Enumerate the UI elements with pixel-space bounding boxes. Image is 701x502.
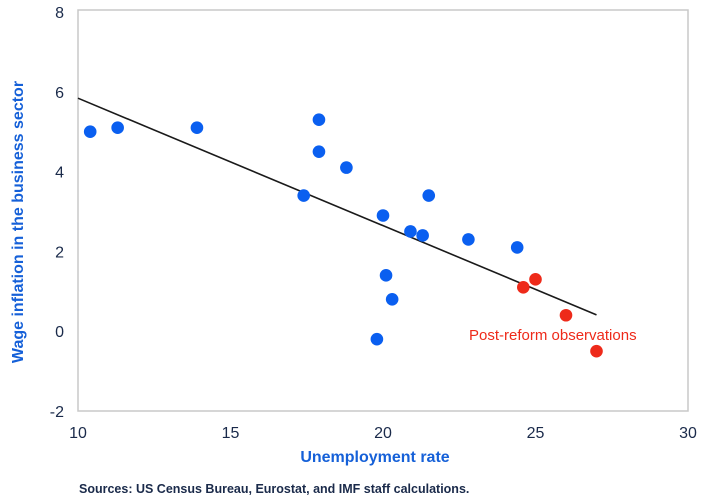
data-point-post-reform: [559, 308, 573, 322]
data-point-pre-reform: [379, 269, 393, 282]
data-point-pre-reform: [370, 332, 384, 346]
x-axis-label: Unemployment rate: [300, 449, 449, 466]
x-tick-label: 15: [222, 425, 240, 442]
x-tick-label: 20: [374, 425, 392, 442]
plot-frame: [77, 9, 689, 412]
source-note: Sources: US Census Bureau, Eurostat, and…: [79, 482, 469, 496]
data-point-pre-reform: [83, 125, 97, 138]
x-tick-label: 30: [679, 425, 697, 442]
data-point-post-reform: [517, 281, 530, 294]
y-tick-label: 8: [55, 5, 64, 22]
data-point-pre-reform: [422, 189, 436, 202]
data-point-pre-reform: [340, 161, 353, 174]
data-point-pre-reform: [297, 189, 311, 202]
data-point-pre-reform: [312, 113, 326, 127]
data-point-post-reform: [590, 344, 603, 358]
data-point-pre-reform: [376, 209, 390, 222]
y-tick-label: -2: [50, 404, 64, 421]
data-point-pre-reform: [312, 145, 326, 158]
x-tick-label: 10: [69, 425, 87, 442]
data-point-pre-reform: [462, 233, 475, 246]
y-axis-label: Wage inflation in the business sector: [10, 81, 27, 363]
x-tick-label: 25: [527, 425, 545, 442]
post-reform-annotation: Post-reform observations: [469, 327, 637, 344]
data-point-pre-reform: [510, 241, 524, 254]
trend-line: [77, 97, 597, 316]
data-point-pre-reform: [416, 229, 429, 242]
data-point-pre-reform: [404, 225, 417, 238]
y-tick-label: 0: [55, 324, 64, 341]
data-point-pre-reform: [190, 121, 204, 135]
y-tick-label: 2: [55, 244, 64, 261]
data-point-pre-reform: [385, 292, 399, 306]
y-tick-label: 4: [55, 165, 64, 182]
data-point-pre-reform: [111, 121, 124, 135]
y-tick-label: 6: [55, 85, 64, 102]
data-point-post-reform: [529, 273, 542, 286]
